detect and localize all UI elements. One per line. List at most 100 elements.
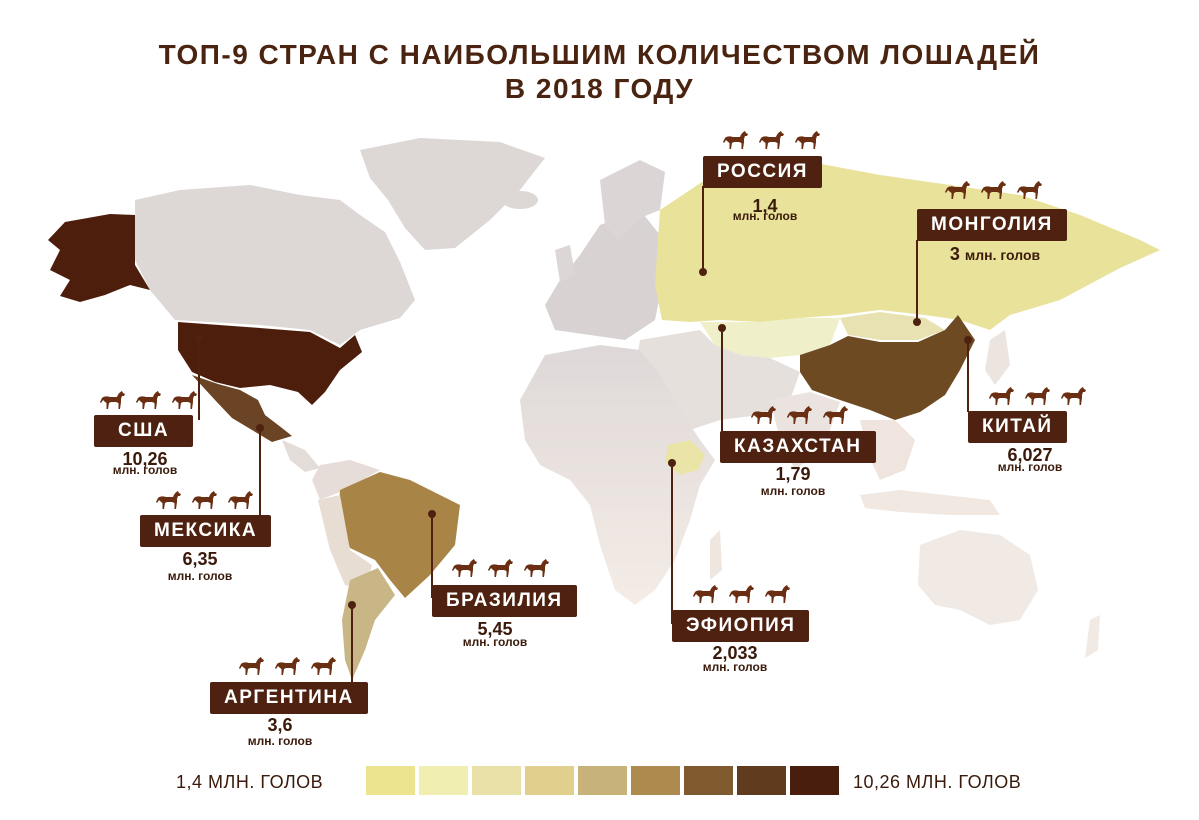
horse-icon [228,491,253,509]
mongolia-shape [840,312,945,340]
country-unit-kazakhstan: млн. голов [760,484,826,498]
iceland-shape [502,191,538,209]
horse-icon [1017,181,1042,199]
scandinavia-shape [600,160,665,240]
country-value-mongolia: 3 млн. голов [920,244,1070,265]
legend-swatch [790,766,839,795]
greenland-shape [360,138,545,250]
madagascar-shape [710,530,722,580]
country-unit-china: млн. голов [997,460,1063,474]
horse-icon [1061,387,1086,405]
uk-shape [555,245,575,282]
horse-icons-argentina [238,656,338,676]
horse-icon [945,181,970,199]
africa-shape [520,345,715,605]
country-unit-usa: млн. голов [112,463,178,477]
andes-shape [318,495,372,590]
central-america-shape [282,440,320,472]
horse-icons-brazil [451,558,551,578]
horse-icon [981,181,1006,199]
horse-icon [1025,387,1050,405]
country-label-argentina: АРГЕНТИНА [210,682,368,714]
japan-shape [985,330,1010,385]
horse-icon [488,559,513,577]
country-value-brazil: 5,45 [477,619,513,639]
brazil-shape [338,472,460,598]
title-line-1: ТОП-9 СТРАН С НАИБОЛЬШИМ КОЛИЧЕСТВОМ ЛОШ… [158,39,1041,70]
horse-icons-kazakhstan [750,405,850,425]
horse-icons-mexico [155,490,255,510]
country-label-mongolia: МОНГОЛИЯ [917,209,1067,241]
horse-icons-mongolia [944,180,1044,200]
legend-max-label: 10,26 МЛН. ГОЛОВ [853,772,1022,792]
horse-icons-china [988,386,1088,406]
country-value-usa: 10,26 [122,449,168,469]
russia-shape [655,160,1160,330]
horse-icon [751,406,776,424]
title-line-2: В 2018 ГОДУ [504,73,695,104]
country-label-china: КИТАЙ [968,411,1067,443]
country-unit-argentina: млн. голов [247,734,313,748]
page-title: ТОП-9 СТРАН С НАИБОЛЬШИМ КОЛИЧЕСТВОМ ЛОШ… [0,38,1199,106]
horse-icon [823,406,848,424]
horse-icon [765,585,790,603]
country-value-ethiopia: 2,033 [712,643,758,663]
alaska-shape [48,214,150,302]
legend-swatch [472,766,521,795]
country-label-russia: РОССИЯ [703,156,822,188]
canada-shape [135,185,415,345]
legend-swatch [525,766,574,795]
horse-icon [787,406,812,424]
legend-swatch [419,766,468,795]
ethiopia-shape [665,440,705,475]
legend-swatch [631,766,680,795]
indonesia-shape [860,490,1000,515]
horse-icon [729,585,754,603]
country-value-china: 6,027 [1007,445,1053,465]
horse-icon [989,387,1014,405]
australia-shape [918,530,1038,625]
kazakhstan-shape [700,318,840,358]
china-shape [800,315,975,420]
argentina-shape [342,568,395,680]
usa-shape [178,322,362,405]
legend-min-label: 1,4 МЛН. ГОЛОВ [176,772,324,792]
horse-icon [452,559,477,577]
horse-icon [795,131,820,149]
horse-icons-ethiopia [692,584,792,604]
legend-swatch [684,766,733,795]
new-zealand-shape [1085,615,1100,658]
mexico-shape [192,375,292,442]
horse-icon [239,657,264,675]
country-label-kazakhstan: КАЗАХСТАН [720,431,876,463]
country-value-mexico: 6,35 [182,549,218,569]
country-unit-mexico: млн. голов [167,569,233,583]
horse-icon [524,559,549,577]
country-unit-mongolia: млн. голов [964,247,1041,263]
legend-swatch [578,766,627,795]
leader-dots [195,268,972,609]
europe-shape [545,210,662,340]
horse-icon [693,585,718,603]
horse-icon [759,131,784,149]
horse-icon [192,491,217,509]
country-unit-russia: млн. голов [732,209,798,223]
horse-icon [311,657,336,675]
horse-icons-usa [99,390,199,410]
legend-swatch [737,766,786,795]
country-value-kazakhstan: 1,79 [775,464,811,484]
horse-icon [136,391,161,409]
legend-swatch [366,766,415,795]
south-america-north-shape [312,460,380,500]
country-label-ethiopia: ЭФИОПИЯ [672,610,810,642]
horse-icon [172,391,197,409]
country-value-russia: 1,4 [752,196,778,216]
country-unit-brazil: млн. голов [462,635,528,649]
country-label-usa: США [94,415,194,447]
horse-icons-russia [722,130,822,150]
country-value-mongolia-number: 3 [949,244,960,264]
country-label-mexico: МЕКСИКА [140,515,272,547]
leader-lines [198,186,969,685]
horse-icon [156,491,181,509]
